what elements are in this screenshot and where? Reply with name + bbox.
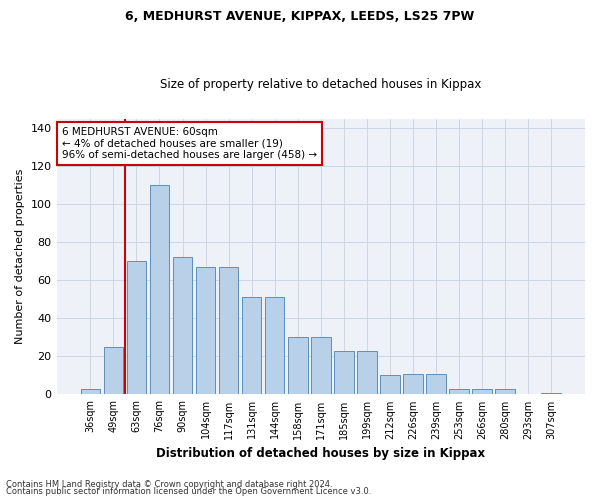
Bar bbox=[288, 338, 308, 394]
Bar bbox=[127, 261, 146, 394]
Text: 6, MEDHURST AVENUE, KIPPAX, LEEDS, LS25 7PW: 6, MEDHURST AVENUE, KIPPAX, LEEDS, LS25 … bbox=[125, 10, 475, 23]
Bar bbox=[380, 376, 400, 394]
Bar bbox=[357, 350, 377, 395]
X-axis label: Distribution of detached houses by size in Kippax: Distribution of detached houses by size … bbox=[156, 447, 485, 460]
Bar bbox=[265, 298, 284, 394]
Bar bbox=[472, 388, 492, 394]
Bar bbox=[449, 388, 469, 394]
Bar bbox=[196, 267, 215, 394]
Bar bbox=[496, 388, 515, 394]
Bar bbox=[403, 374, 423, 394]
Bar bbox=[541, 392, 561, 394]
Bar bbox=[334, 350, 353, 395]
Y-axis label: Number of detached properties: Number of detached properties bbox=[15, 169, 25, 344]
Bar bbox=[173, 258, 193, 394]
Bar bbox=[80, 388, 100, 394]
Bar bbox=[219, 267, 238, 394]
Bar bbox=[242, 298, 262, 394]
Text: Contains HM Land Registry data © Crown copyright and database right 2024.: Contains HM Land Registry data © Crown c… bbox=[6, 480, 332, 489]
Bar bbox=[149, 185, 169, 394]
Text: 6 MEDHURST AVENUE: 60sqm
← 4% of detached houses are smaller (19)
96% of semi-de: 6 MEDHURST AVENUE: 60sqm ← 4% of detache… bbox=[62, 127, 317, 160]
Bar bbox=[311, 338, 331, 394]
Text: Contains public sector information licensed under the Open Government Licence v3: Contains public sector information licen… bbox=[6, 487, 371, 496]
Title: Size of property relative to detached houses in Kippax: Size of property relative to detached ho… bbox=[160, 78, 481, 91]
Bar bbox=[104, 347, 123, 395]
Bar bbox=[426, 374, 446, 394]
